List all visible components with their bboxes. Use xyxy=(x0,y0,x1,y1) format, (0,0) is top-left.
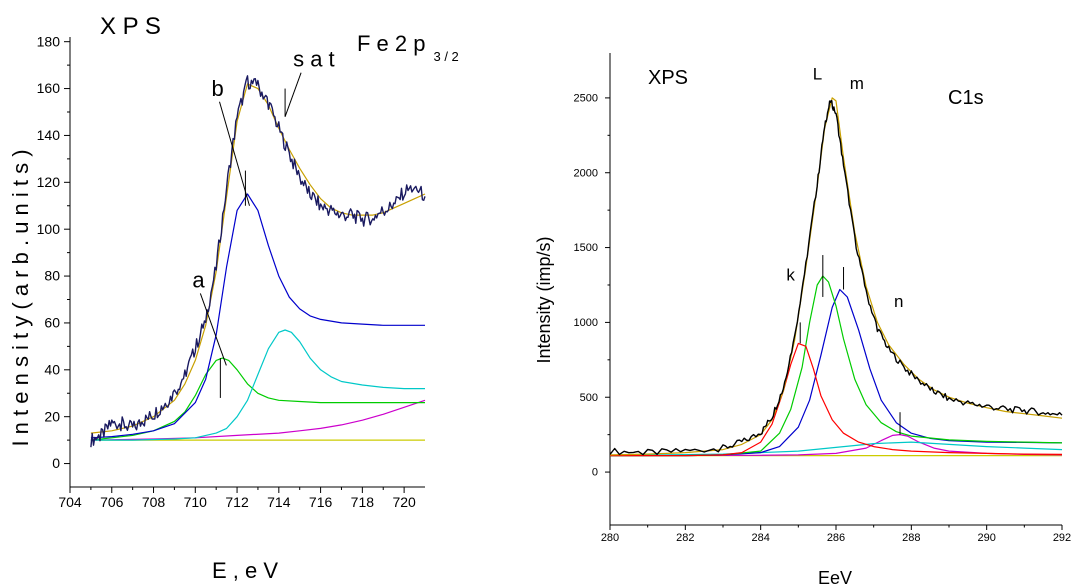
y-tick-label: 2500 xyxy=(574,93,598,105)
series-line xyxy=(90,357,425,441)
series-line xyxy=(90,193,425,439)
annotation-leader xyxy=(199,293,227,366)
y-tick-label: 100 xyxy=(37,221,61,237)
annotation-leader xyxy=(284,72,302,117)
right-chart-title: XPS xyxy=(648,67,688,89)
series-line xyxy=(90,329,425,441)
left-chart-title: X P S xyxy=(100,13,161,40)
annotation-label: b xyxy=(212,76,224,101)
x-tick-label: 286 xyxy=(827,532,845,544)
x-tick-label: 720 xyxy=(392,494,416,510)
annotation-label: L xyxy=(813,64,822,83)
left-chart-xlabel: E , e V xyxy=(212,558,278,583)
y-tick-label: 60 xyxy=(44,315,60,331)
y-tick-label: 2000 xyxy=(574,167,598,179)
x-tick-label: 284 xyxy=(751,532,769,544)
left-chart-subtitle: F e 2 p3 / 2 xyxy=(357,31,459,64)
series-line xyxy=(610,275,1063,457)
series-line xyxy=(90,83,426,434)
x-tick-label: 280 xyxy=(601,532,619,544)
x-tick-label: 282 xyxy=(676,532,694,544)
series-line xyxy=(609,99,1063,456)
y-tick-label: 180 xyxy=(37,33,61,49)
left-chart-ylabel: I n t e n s i t y ( a r b . u n i t s ) xyxy=(8,149,33,446)
left-chart-subtitle-sub: 3 / 2 xyxy=(433,49,458,64)
x-tick-label: 718 xyxy=(351,494,375,510)
annotation-label: n xyxy=(894,292,903,311)
annotation-label: a xyxy=(192,267,205,292)
x-tick-label: 714 xyxy=(267,494,291,510)
series-line xyxy=(610,288,1063,457)
y-tick-label: 40 xyxy=(44,361,60,377)
annotation-label: m xyxy=(850,74,864,93)
x-tick-label: 292 xyxy=(1053,532,1071,544)
right-chart-ylabel: Intensity (imp/s) xyxy=(534,236,554,363)
right-chart: 280 282 284 286 288 290 292 0 500 1000 1500 2000 250… xyxy=(574,53,1071,544)
y-tick-label: 20 xyxy=(44,408,60,424)
y-tick-label: 160 xyxy=(37,80,61,96)
y-tick-label: 120 xyxy=(37,174,61,190)
y-tick-label: 1500 xyxy=(574,242,598,254)
right-chart-c1s-label: C1s xyxy=(948,87,984,109)
y-tick-label: 0 xyxy=(592,467,598,479)
y-tick-label: 80 xyxy=(44,268,60,284)
x-tick-label: 710 xyxy=(184,494,208,510)
y-tick-label: 140 xyxy=(37,127,61,143)
y-tick-label: 1000 xyxy=(574,317,598,329)
y-tick-label: 500 xyxy=(580,392,598,404)
right-chart-xlabel: EeV xyxy=(818,568,852,587)
x-tick-label: 288 xyxy=(902,532,920,544)
series-line xyxy=(610,342,1063,457)
x-tick-label: 706 xyxy=(100,494,124,510)
x-tick-label: 712 xyxy=(225,494,249,510)
x-tick-label: 708 xyxy=(142,494,166,510)
annotation-label: k xyxy=(786,265,795,284)
x-tick-label: 704 xyxy=(58,494,82,510)
annotation-label: s a t xyxy=(293,47,335,72)
series-line xyxy=(90,75,426,448)
y-tick-label: 0 xyxy=(52,455,60,471)
x-tick-label: 716 xyxy=(309,494,333,510)
left-chart: 704 706 708 710 712 714 716 718 720 0 20 40 60 80 100 1… xyxy=(37,33,426,510)
annotation-leader xyxy=(219,101,250,206)
x-tick-label: 290 xyxy=(977,532,995,544)
series-line xyxy=(609,97,1063,456)
